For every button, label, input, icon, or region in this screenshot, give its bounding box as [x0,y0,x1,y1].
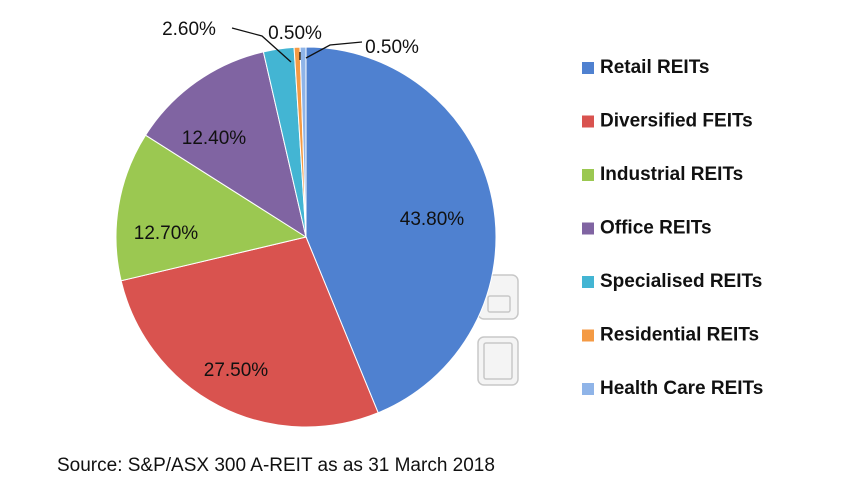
legend-label-health-care-reits: Health Care REITs [600,378,763,399]
legend-label-industrial-reits: Industrial REITs [600,164,743,185]
slice-label-residential-reits: 0.50% [268,23,322,44]
legend-swatch-retail-reits [582,62,594,74]
pie-slice-office-reits [144,51,307,239]
pie-slice-diversified-feits [120,236,379,428]
slice-label-industrial-reits: 12.70% [134,223,199,244]
legend-label-retail-reits: Retail REITs [600,57,709,78]
leader-line-specialised-reits [231,27,292,63]
legend-label-office-reits: Office REITs [600,218,712,239]
slice-label-health-care-reits: 0.50% [365,37,419,58]
pie-slices [115,46,497,428]
legend-swatch-office-reits [582,222,594,235]
legend-label-specialised-reits: Specialised REITs [600,271,762,292]
legend-swatch-specialised-reits [582,276,594,288]
leader-lines [231,27,363,63]
leader-line-health-care-reits [305,41,363,59]
pie-slice-health-care-reits [299,46,307,238]
legend-swatch-diversified-feits [582,115,594,128]
slice-labels: 43.80% 27.50% 12.70% 12.40% 2.60% 0.50% 0.50% [134,19,465,381]
legend-swatch-industrial-reits [582,169,594,181]
legend-label-residential-reits: Residential REITs [600,325,759,346]
slice-label-specialised-reits: 2.60% [162,19,216,40]
legend-swatch-health-care-reits [582,383,594,395]
background-toolbar-icons [477,274,519,386]
legend-swatch-residential-reits [582,329,594,342]
legend: Retail REITs Diversified FEITs Industrial … [582,57,763,399]
source-note: Source: S&P/ASX 300 A-REIT as as 31 Marc… [57,455,495,476]
legend-label-diversified-feits: Diversified FEITs [600,111,753,132]
slice-label-diversified-feits: 27.50% [204,360,269,381]
slice-label-retail-reits: 43.80% [400,209,465,230]
pie-slice-retail-reits [305,46,497,414]
pie-slice-industrial-reits [115,134,308,282]
slice-label-office-reits: 12.40% [182,128,247,149]
